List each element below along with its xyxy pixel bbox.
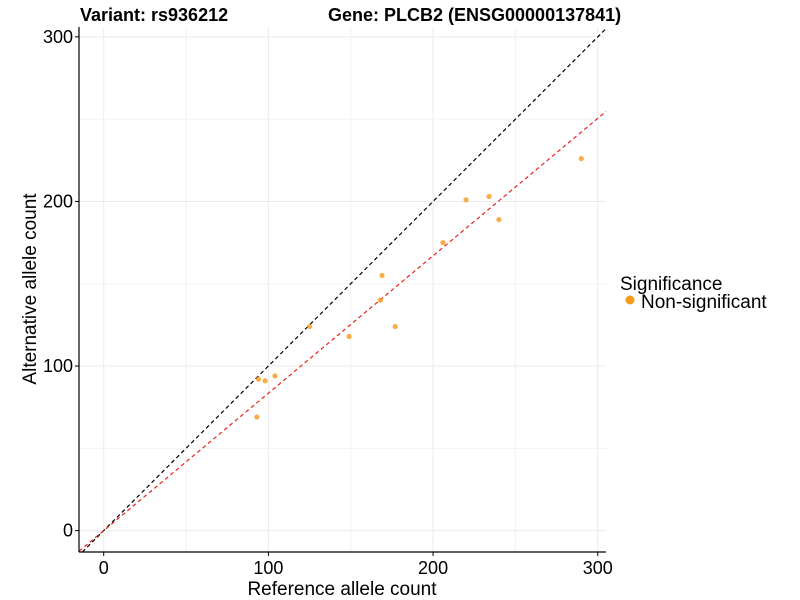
data-point xyxy=(463,197,469,203)
legend-label-non-significant: Non-significant xyxy=(641,292,767,313)
data-point xyxy=(377,297,383,303)
y-tick-label: 200 xyxy=(43,191,73,211)
x-axis-title: Reference allele count xyxy=(247,579,437,600)
y-tick-label: 100 xyxy=(43,356,73,376)
reference-line-fit xyxy=(78,111,607,552)
legend-key-non-significant xyxy=(625,295,635,305)
data-point xyxy=(379,272,385,279)
reference-lines xyxy=(78,28,607,553)
legend: Significance Non-significant xyxy=(620,274,767,313)
y-tick-label: 300 xyxy=(43,27,73,47)
chart-title-gene: Gene: PLCB2 (ENSG00000137841) xyxy=(328,5,621,25)
data-point xyxy=(440,239,446,246)
x-tick-label: 300 xyxy=(583,558,613,578)
data-point xyxy=(496,216,502,223)
axes xyxy=(78,27,606,553)
legend-title: Significance xyxy=(620,274,722,295)
x-tick-label: 100 xyxy=(253,558,283,578)
data-point xyxy=(392,323,398,330)
data-point xyxy=(262,378,268,384)
scatter-points xyxy=(254,156,584,420)
x-tick-label: 0 xyxy=(99,558,109,578)
data-point xyxy=(578,156,584,162)
y-axis-title: Alternative allele count xyxy=(20,193,41,385)
grid-lines xyxy=(79,27,606,552)
chart-title-variant: Variant: rs936212 xyxy=(80,5,228,25)
data-point xyxy=(306,323,313,330)
data-point xyxy=(254,414,260,420)
x-tick-label: 200 xyxy=(418,558,448,578)
reference-line-identity xyxy=(81,28,607,553)
data-point xyxy=(272,373,278,379)
data-point xyxy=(255,376,262,382)
data-point xyxy=(486,193,492,200)
y-axis-ticks: 0 100 200 300 xyxy=(43,27,79,541)
x-axis-ticks: 0 100 200 300 xyxy=(99,552,613,578)
data-point xyxy=(346,333,352,340)
y-tick-label: 0 xyxy=(63,521,73,541)
